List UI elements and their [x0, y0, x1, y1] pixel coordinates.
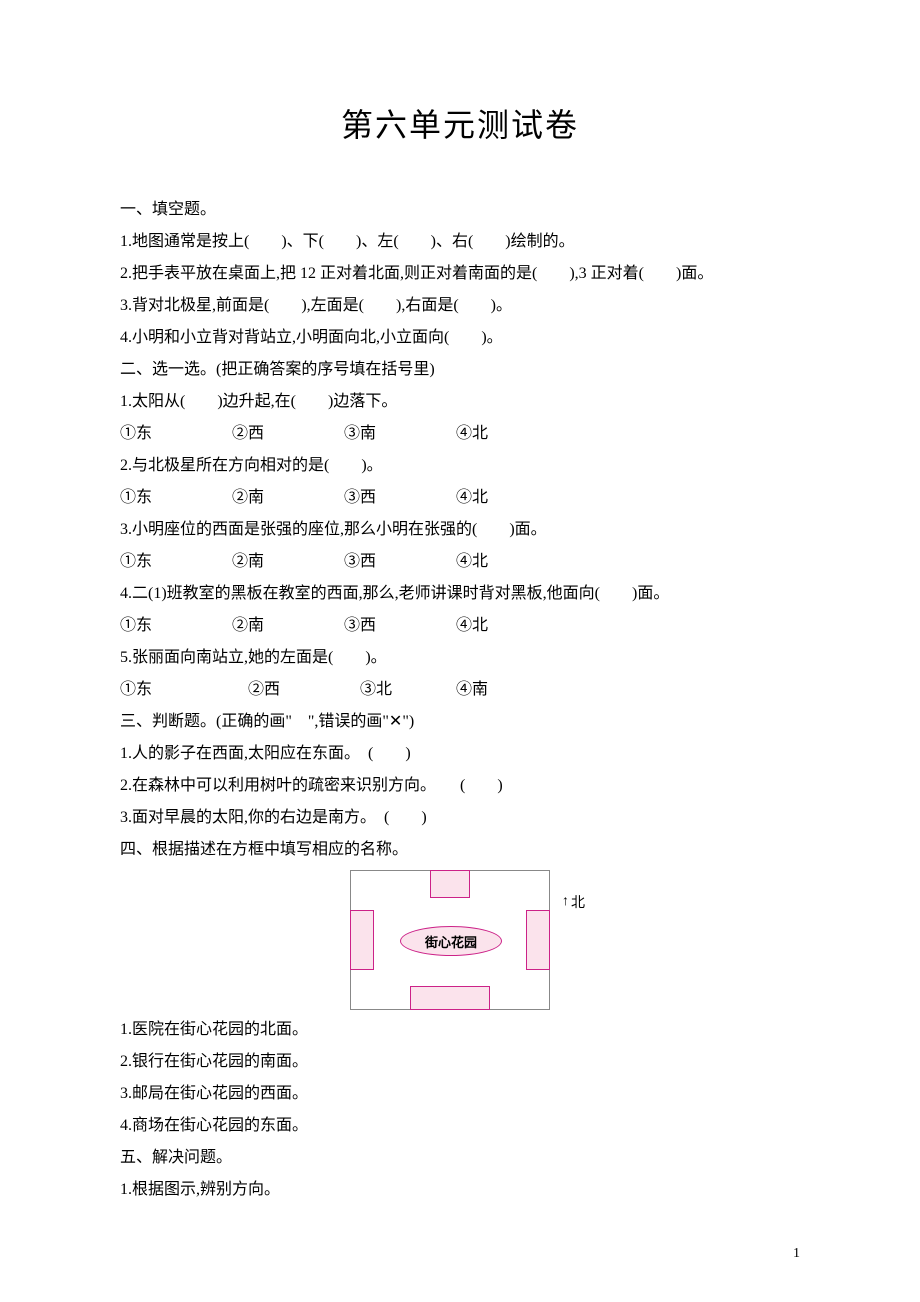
- q1-1: 1.地图通常是按上( )、下( )、左( )、右( )绘制的。: [120, 226, 800, 258]
- section5-heading: 五、解决问题。: [120, 1142, 800, 1174]
- page-number: 1: [793, 1246, 800, 1262]
- q2-2: 2.与北极星所在方向相对的是( )。: [120, 450, 800, 482]
- q4-3: 3.邮局在街心花园的西面。: [120, 1078, 800, 1110]
- arrow-up-icon: ↑: [562, 894, 569, 910]
- west-box: [350, 910, 374, 970]
- q5-1: 1.根据图示,辨别方向。: [120, 1174, 800, 1206]
- q2-5: 5.张丽面向南站立,她的左面是( )。: [120, 642, 800, 674]
- section2-heading: 二、选一选。(把正确答案的序号填在括号里): [120, 354, 800, 386]
- north-text: 北: [571, 892, 585, 912]
- garden-diagram: 街心花园 ↑ 北: [350, 870, 590, 1010]
- section3-heading: 三、判断题。(正确的画" ",错误的画"✕"): [120, 706, 800, 738]
- q2-3-opts: ①东 ②南 ③西 ④北: [120, 546, 800, 578]
- q1-2: 2.把手表平放在桌面上,把 12 正对着北面,则正对着南面的是( ),3 正对着…: [120, 258, 800, 290]
- north-indicator: ↑ 北: [562, 892, 585, 912]
- q3-1: 1.人的影子在西面,太阳应在东面。 ( ): [120, 738, 800, 770]
- q2-2-opts: ①东 ②南 ③西 ④北: [120, 482, 800, 514]
- q1-3: 3.背对北极星,前面是( ),左面是( ),右面是( )。: [120, 290, 800, 322]
- q2-3: 3.小明座位的西面是张强的座位,那么小明在张强的( )面。: [120, 514, 800, 546]
- q2-4-opts: ①东 ②南 ③西 ④北: [120, 610, 800, 642]
- page: 第六单元测试卷 一、填空题。 1.地图通常是按上( )、下( )、左( )、右(…: [0, 0, 920, 1302]
- section4-heading: 四、根据描述在方框中填写相应的名称。: [120, 834, 800, 866]
- east-box: [526, 910, 550, 970]
- q2-1-opts: ①东 ②西 ③南 ④北: [120, 418, 800, 450]
- north-box: [430, 870, 470, 898]
- south-box: [410, 986, 490, 1010]
- q3-2: 2.在森林中可以利用树叶的疏密来识别方向。 ( ): [120, 770, 800, 802]
- q2-4: 4.二(1)班教室的黑板在教室的西面,那么,老师讲课时背对黑板,他面向( )面。: [120, 578, 800, 610]
- q4-1: 1.医院在街心花园的北面。: [120, 1014, 800, 1046]
- q4-2: 2.银行在街心花园的南面。: [120, 1046, 800, 1078]
- section1-heading: 一、填空题。: [120, 194, 800, 226]
- q2-1: 1.太阳从( )边升起,在( )边落下。: [120, 386, 800, 418]
- page-title: 第六单元测试卷: [120, 100, 800, 146]
- q4-4: 4.商场在街心花园的东面。: [120, 1110, 800, 1142]
- center-garden-label: 街心花园: [400, 926, 502, 956]
- q1-4: 4.小明和小立背对背站立,小明面向北,小立面向( )。: [120, 322, 800, 354]
- q3-3: 3.面对早晨的太阳,你的右边是南方。 ( ): [120, 802, 800, 834]
- q2-5-opts: ①东 ②西 ③北 ④南: [120, 674, 800, 706]
